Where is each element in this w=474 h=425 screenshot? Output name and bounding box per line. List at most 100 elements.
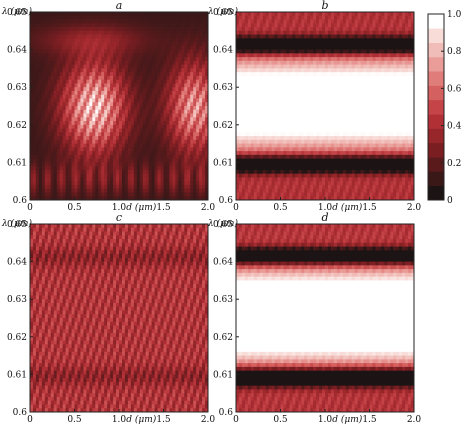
heatmap-cell xyxy=(289,98,293,103)
heatmap-cell xyxy=(71,154,75,160)
heatmap-cell xyxy=(325,49,329,54)
heatmap-cell xyxy=(277,102,281,107)
heatmap-cell xyxy=(411,68,415,73)
heatmap-cell xyxy=(369,75,373,81)
heatmap-cell xyxy=(44,34,49,39)
heatmap-cell xyxy=(59,192,64,197)
heatmap-cell xyxy=(145,162,150,167)
heatmap-cell xyxy=(56,45,61,50)
heatmap-cell xyxy=(172,87,176,92)
heatmap-cell xyxy=(83,30,87,35)
heatmap-cell xyxy=(32,162,37,167)
heatmap-cell xyxy=(53,27,58,32)
heatmap-cell xyxy=(381,27,385,32)
heatmap-cell xyxy=(136,60,141,66)
heatmap-cell xyxy=(319,27,323,32)
heatmap-cell xyxy=(68,45,72,50)
heatmap-cell xyxy=(193,23,197,28)
heatmap-cell xyxy=(265,132,270,137)
heatmap-cell xyxy=(354,19,359,24)
heatmap-cell xyxy=(74,23,78,28)
heatmap-cell xyxy=(259,12,264,17)
heatmap-cell xyxy=(62,128,66,133)
heatmap-cell xyxy=(83,79,87,84)
heatmap-cell xyxy=(202,132,206,137)
y-tick-label: 0.63 xyxy=(7,83,27,93)
heatmap-cell xyxy=(307,79,311,84)
heatmap-cell xyxy=(274,49,278,54)
heatmap-cell xyxy=(98,151,102,156)
heatmap-cell xyxy=(348,113,353,118)
heatmap-cell xyxy=(172,173,176,178)
heatmap-cell xyxy=(357,102,361,107)
heatmap-cell xyxy=(283,94,287,99)
heatmap-cell xyxy=(366,83,370,88)
heatmap-cell xyxy=(133,158,138,163)
heatmap-cell xyxy=(307,117,311,122)
heatmap-cell xyxy=(196,12,200,17)
heatmap-cell xyxy=(163,49,167,54)
heatmap-cell xyxy=(411,12,415,17)
heatmap-cell xyxy=(160,30,164,35)
heatmap-cell xyxy=(202,79,206,84)
heatmap-cell xyxy=(393,27,397,32)
heatmap-cell xyxy=(30,109,34,114)
heatmap-cell xyxy=(142,23,147,28)
heatmap-cell xyxy=(316,109,320,114)
heatmap-cell xyxy=(154,23,158,28)
heatmap-cell xyxy=(71,23,75,28)
heatmap-cell xyxy=(381,42,385,47)
heatmap-cell xyxy=(101,75,105,81)
heatmap-cell xyxy=(316,64,320,69)
heatmap-cell xyxy=(184,94,188,99)
heatmap-cell xyxy=(390,87,394,92)
heatmap-cell xyxy=(268,23,272,28)
heatmap-cell xyxy=(172,57,176,62)
heatmap-cell xyxy=(280,34,284,39)
heatmap-cell xyxy=(351,57,356,62)
heatmap-cell xyxy=(196,139,200,144)
heatmap-cell xyxy=(307,64,311,69)
heatmap-cell xyxy=(393,72,397,77)
heatmap-cell xyxy=(199,45,203,50)
heatmap-cell xyxy=(259,68,264,73)
heatmap-cell xyxy=(250,121,255,126)
heatmap-cell xyxy=(196,53,200,58)
heatmap-cell xyxy=(68,113,72,118)
heatmap-cell xyxy=(163,169,167,175)
heatmap-cell xyxy=(107,49,111,54)
heatmap-cell xyxy=(241,113,246,118)
heatmap-cell xyxy=(411,53,415,58)
heatmap-cell xyxy=(256,87,261,92)
heatmap-cell xyxy=(44,68,49,73)
heatmap-cell xyxy=(310,109,314,114)
heatmap-cell xyxy=(116,87,120,92)
heatmap-cell xyxy=(169,64,173,69)
heatmap-cell xyxy=(136,23,141,28)
heatmap-cell xyxy=(325,72,329,77)
heatmap-cell xyxy=(247,49,252,54)
heatmap-cell xyxy=(339,12,344,17)
heatmap-cell xyxy=(363,27,367,32)
heatmap-cell xyxy=(190,98,194,103)
heatmap-cell xyxy=(286,117,290,122)
heatmap-cell xyxy=(247,113,252,118)
heatmap-cell xyxy=(277,27,281,32)
heatmap-cell xyxy=(369,106,373,111)
heatmap-cell xyxy=(47,173,52,178)
heatmap-cell xyxy=(325,79,329,84)
heatmap-cell xyxy=(163,117,167,122)
heatmap-cell xyxy=(184,53,188,58)
heatmap-cell xyxy=(236,98,240,103)
heatmap-cell xyxy=(47,57,52,62)
heatmap-cell xyxy=(86,19,90,24)
heatmap-cell xyxy=(166,60,170,66)
heatmap-cell xyxy=(348,42,353,47)
heatmap-cell xyxy=(133,53,138,58)
heatmap-cell xyxy=(77,181,81,186)
heatmap-cell xyxy=(116,23,120,28)
heatmap-cell xyxy=(130,19,135,24)
heatmap-cell xyxy=(333,34,338,39)
heatmap-cell xyxy=(83,90,87,96)
heatmap-cell xyxy=(319,83,323,88)
